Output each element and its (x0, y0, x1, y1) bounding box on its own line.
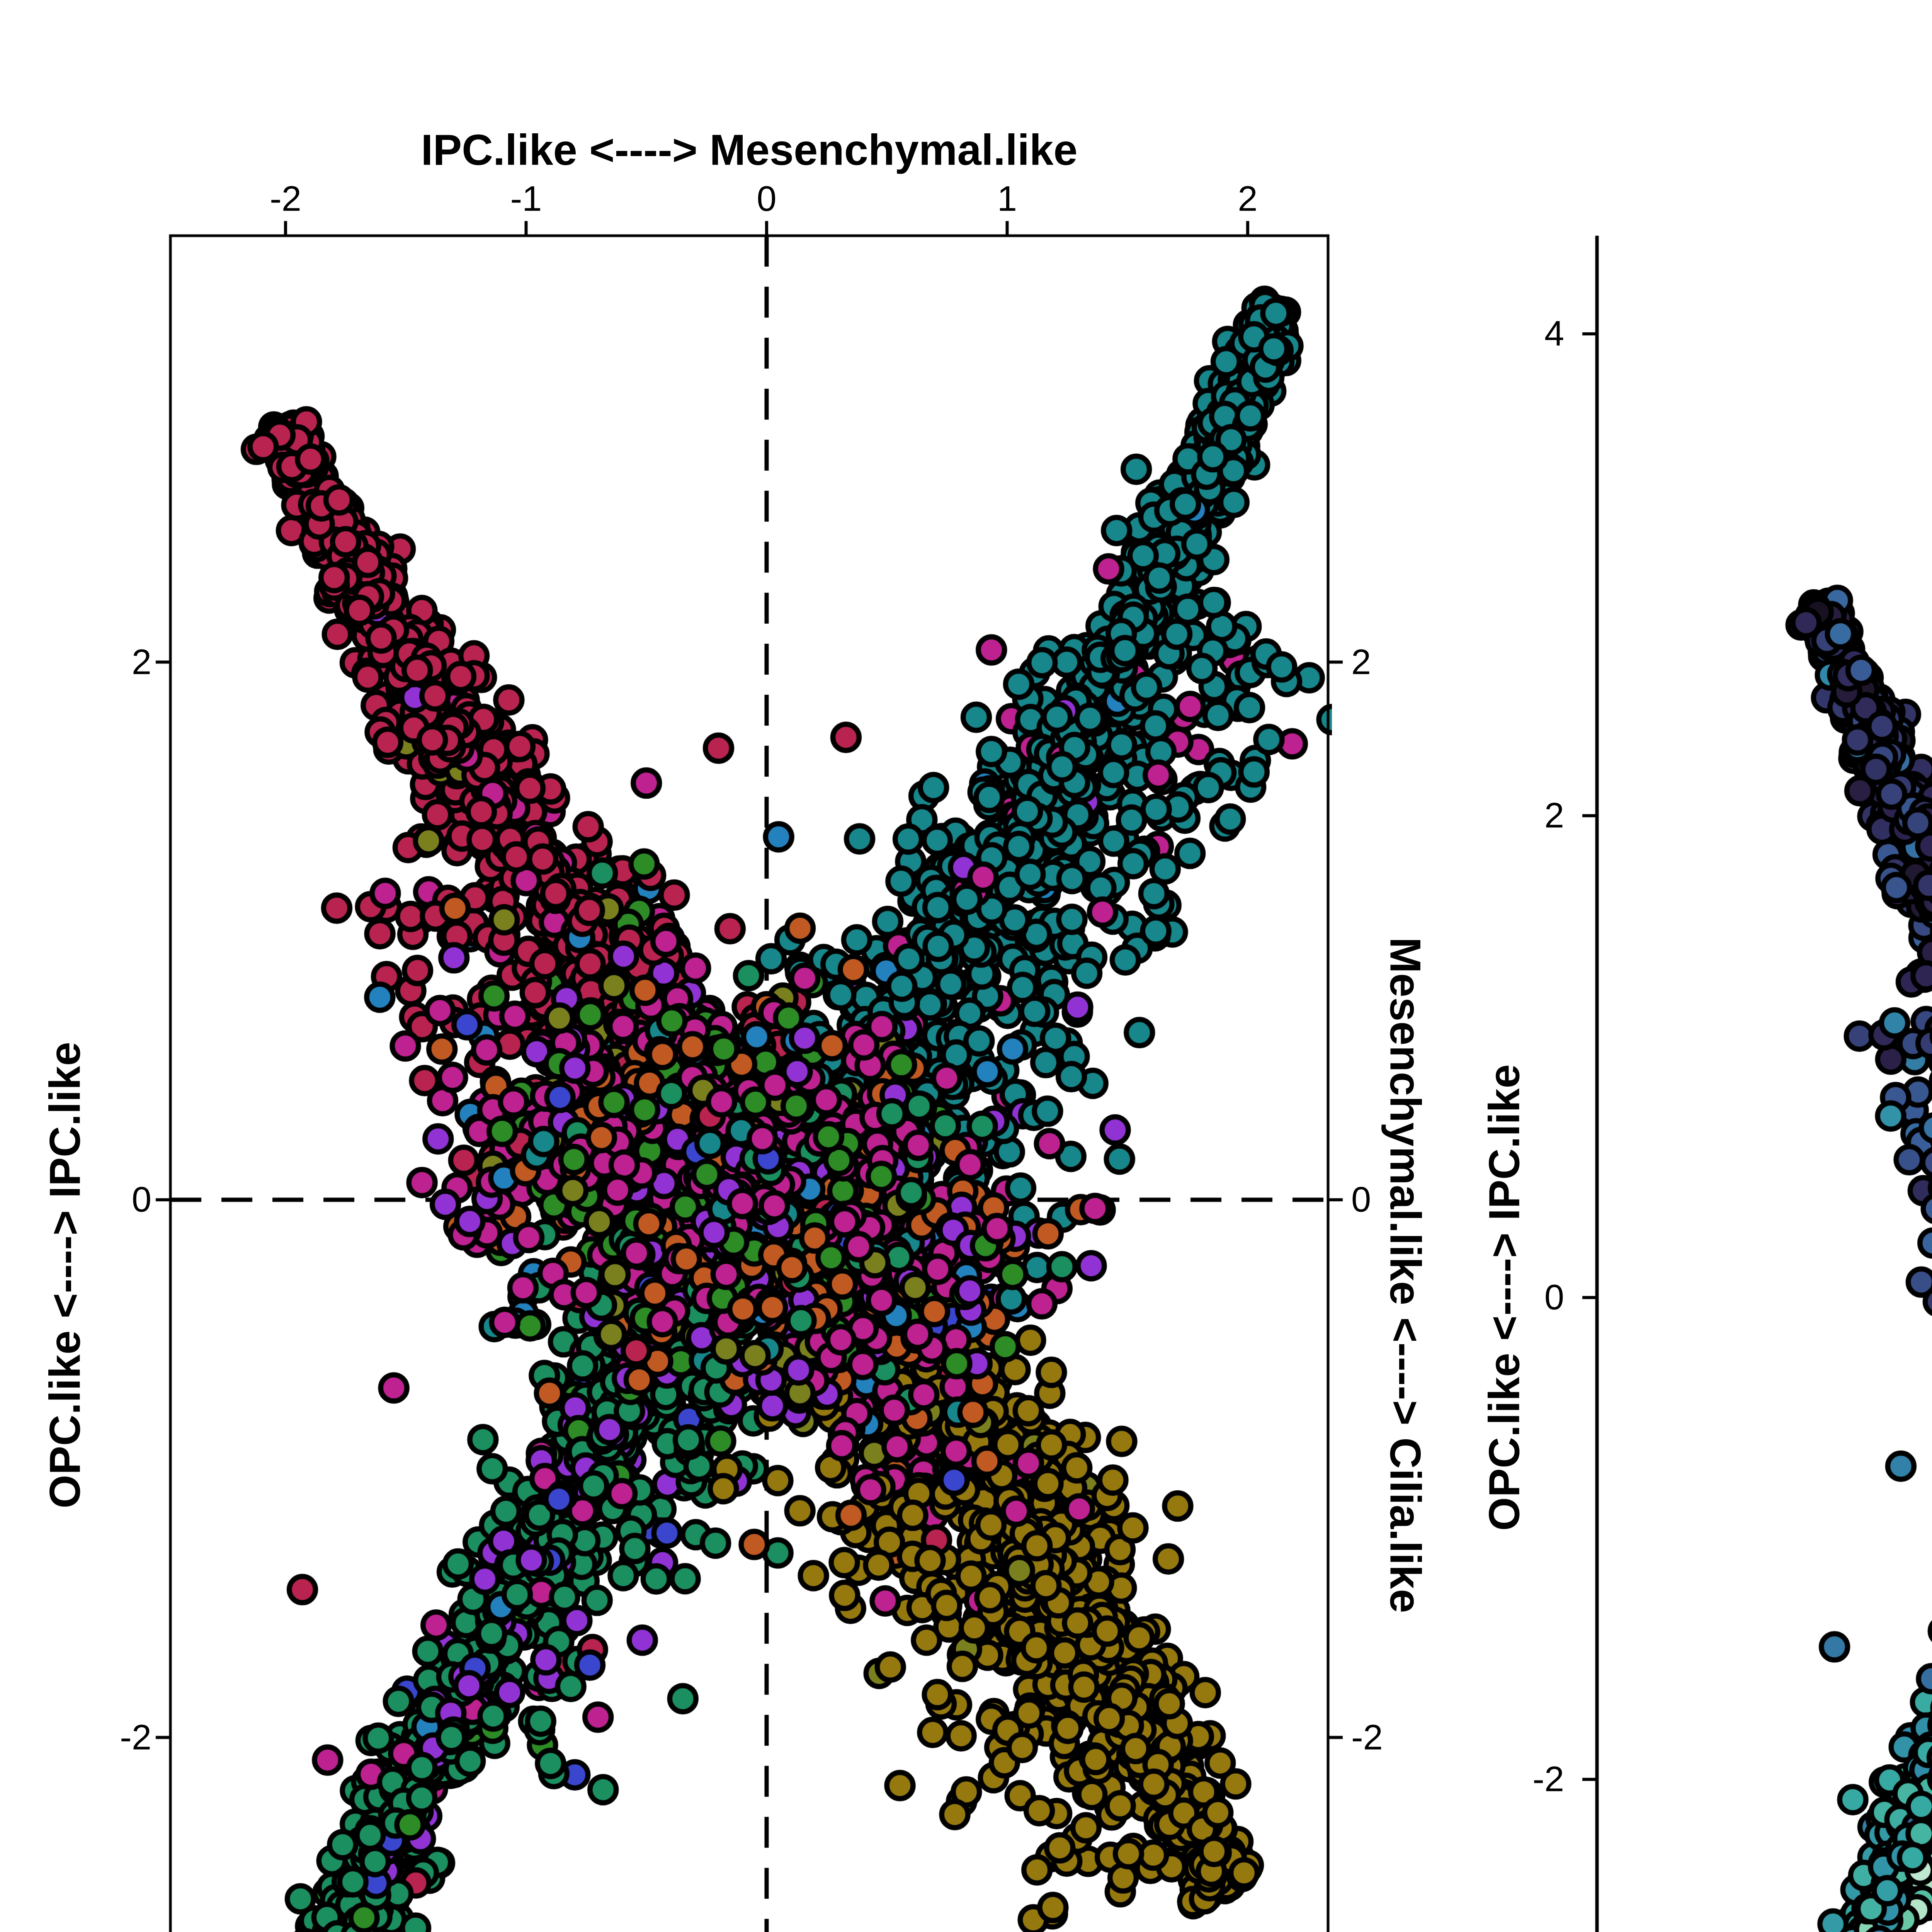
left-plot-top-tick-label: 0 (757, 179, 777, 219)
left-plot-top-tick-label: -2 (270, 179, 301, 219)
right-plot-left-axis-title: OPC.like <----> IPC.like (1480, 1064, 1529, 1531)
left-plot-top-tick-label: -1 (510, 179, 542, 219)
left-plot-top-tick-label: 1 (997, 179, 1017, 219)
right-plot-left-tick-label: 2 (1544, 796, 1564, 835)
left-plot-left-tick-label: 0 (131, 1180, 151, 1219)
left-plot-top-tick-label: 2 (1238, 179, 1258, 219)
left-plot-left-tick-label: -2 (120, 1718, 151, 1757)
right-plot-left-tick-label: -2 (1532, 1759, 1564, 1799)
right-plot-left-tick-label: 0 (1544, 1277, 1564, 1317)
left-plot-right-tick-label: 0 (1351, 1180, 1371, 1219)
left-plot-right-axis-title: Mesenchymal.like <----> Cilia.like (1381, 937, 1430, 1613)
left-plot-right-tick-label: -2 (1351, 1718, 1383, 1757)
right-plot-left-tick-label: 4 (1544, 314, 1564, 354)
left-plot-left-axis-title: OPC.like <----> IPC.like (41, 1042, 89, 1509)
left-plot-left-tick-label: 2 (131, 642, 151, 682)
left-plot-top-axis-title: IPC.like <----> Mesenchymal.like (421, 126, 1078, 174)
left-plot-right-tick-label: 2 (1351, 642, 1371, 682)
